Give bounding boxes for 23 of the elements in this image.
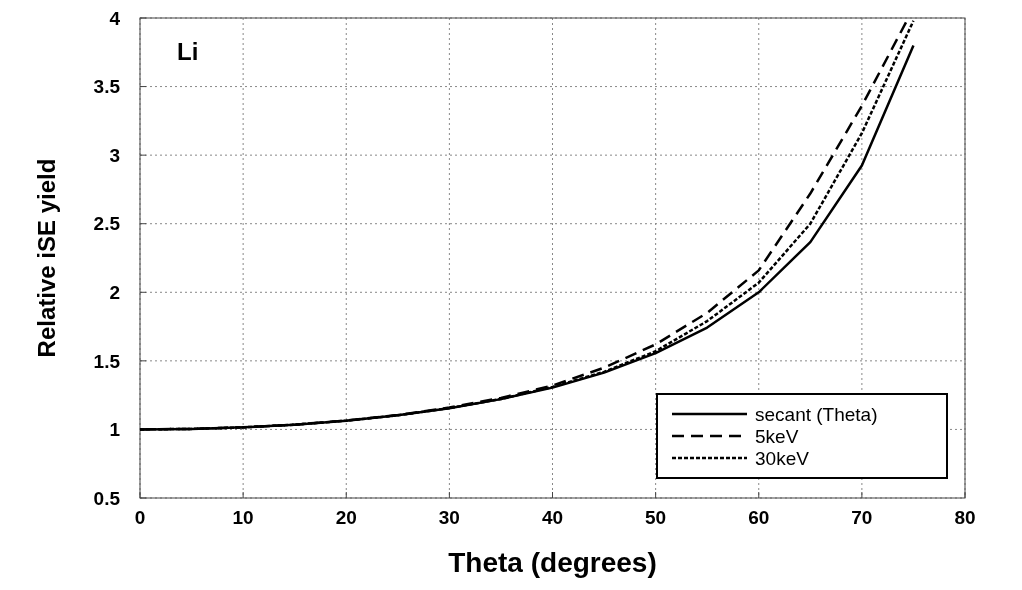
- legend-label: 30keV: [755, 447, 810, 469]
- legend-label: 5keV: [755, 425, 799, 447]
- y-tick-label: 0.5: [93, 487, 121, 509]
- x-tick-label: 0: [134, 507, 146, 528]
- x-tick-label: 40: [541, 507, 564, 528]
- y-tick-label: 4: [109, 7, 121, 29]
- x-tick-label: 70: [851, 507, 873, 528]
- y-axis-title: Relative iSE yield: [33, 158, 60, 358]
- x-tick-label: 30: [438, 507, 460, 528]
- x-tick-label: 60: [748, 507, 770, 528]
- y-tick-label: 2.5: [93, 213, 121, 235]
- y-tick-label: 3.5: [93, 76, 121, 98]
- x-tick-label: 50: [645, 507, 667, 528]
- legend-label: secant (Theta): [755, 403, 878, 425]
- y-tick-label: 1.5: [93, 350, 121, 372]
- x-axis-title: Theta (degrees): [448, 547, 657, 578]
- x-tick-label: 80: [954, 507, 976, 528]
- x-tick-label: 10: [232, 507, 254, 528]
- y-tick-label: 1: [109, 419, 121, 441]
- y-tick-label: 2: [109, 281, 120, 303]
- y-tick-label: 3: [109, 144, 120, 166]
- annotation: Li: [177, 38, 199, 65]
- x-tick-label: 20: [335, 507, 357, 528]
